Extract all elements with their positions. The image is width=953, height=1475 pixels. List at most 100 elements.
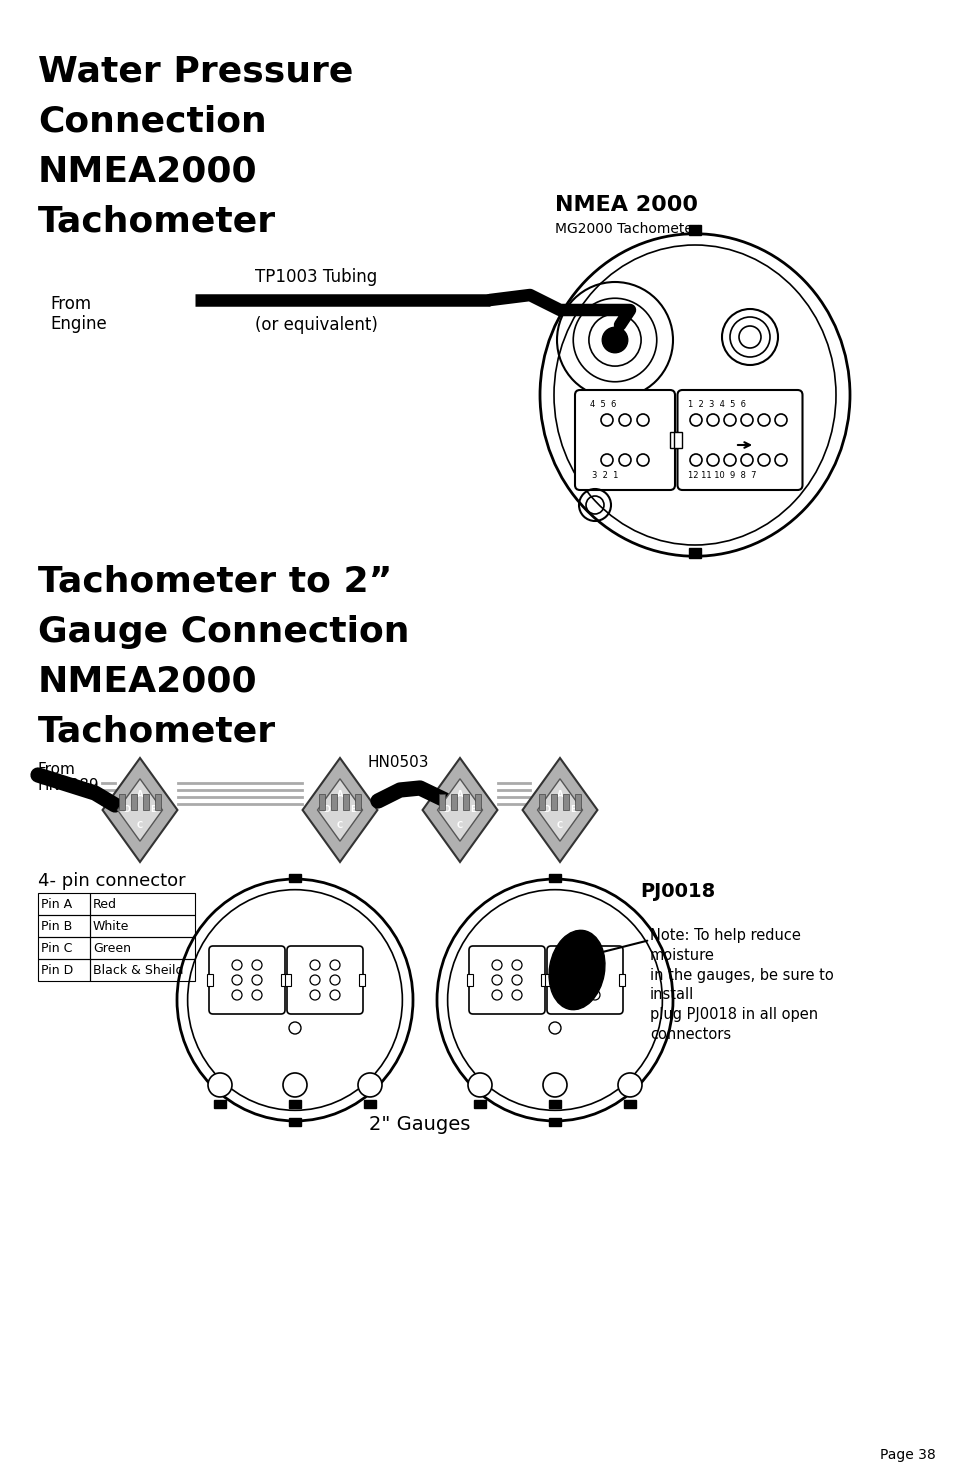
Text: C: C (456, 822, 462, 830)
Text: Tachometer: Tachometer (38, 205, 275, 239)
Text: Pin C: Pin C (41, 941, 72, 954)
Text: Tachometer to 2”: Tachometer to 2” (38, 565, 392, 599)
Text: Black & Sheild: Black & Sheild (92, 963, 183, 976)
Text: White: White (92, 919, 130, 932)
Text: Water Pressure: Water Pressure (38, 55, 353, 88)
Bar (318, 794, 325, 810)
Polygon shape (103, 758, 177, 861)
Bar (38, 914, 90, 937)
Text: Note: To help reduce
moisture
in the gauges, be sure to
install
plug PJ0018 in a: Note: To help reduce moisture in the gau… (649, 928, 833, 1041)
Bar (623, 1100, 636, 1108)
Text: C: C (557, 822, 562, 830)
Circle shape (618, 1072, 641, 1097)
Bar (207, 974, 213, 985)
Bar (154, 794, 161, 810)
Text: NMEA2000: NMEA2000 (38, 155, 257, 189)
Text: Page 38: Page 38 (879, 1448, 935, 1462)
Text: B: B (469, 805, 476, 814)
Circle shape (357, 1072, 381, 1097)
Text: 4- pin connector: 4- pin connector (38, 872, 186, 889)
Text: Tachometer: Tachometer (38, 715, 275, 749)
Text: C: C (336, 822, 343, 830)
Bar (540, 974, 546, 985)
Bar (544, 974, 551, 985)
Text: HN0503: HN0503 (368, 755, 429, 770)
Bar (618, 974, 624, 985)
FancyBboxPatch shape (677, 389, 801, 490)
Bar (289, 1118, 301, 1125)
Bar (548, 1100, 560, 1108)
Text: 12 11 10  9  8  7: 12 11 10 9 8 7 (687, 471, 756, 479)
Bar (551, 794, 557, 810)
Circle shape (468, 1072, 492, 1097)
Text: 3  2  1: 3 2 1 (592, 471, 618, 479)
Bar (90, 959, 194, 981)
Bar (213, 1100, 226, 1108)
Bar (548, 1118, 560, 1125)
Bar (538, 794, 544, 810)
Text: B: B (150, 805, 156, 814)
Text: (or equivalent): (or equivalent) (254, 316, 377, 333)
Text: 2" Gauges: 2" Gauges (369, 1115, 470, 1134)
Bar (90, 937, 194, 959)
Bar (575, 794, 580, 810)
Polygon shape (537, 779, 582, 841)
Bar (119, 794, 125, 810)
Circle shape (601, 327, 627, 353)
Text: A: A (136, 791, 143, 799)
Bar (90, 914, 194, 937)
Text: MG2000 Tachometer: MG2000 Tachometer (555, 223, 698, 236)
Text: Connection: Connection (38, 105, 267, 139)
Text: D: D (123, 805, 131, 814)
Bar (451, 794, 456, 810)
Bar (474, 1100, 485, 1108)
Ellipse shape (436, 879, 672, 1121)
Bar (281, 974, 287, 985)
Bar (355, 794, 360, 810)
Bar (669, 432, 678, 448)
Ellipse shape (177, 879, 413, 1121)
Polygon shape (422, 758, 497, 861)
Text: NMEA 2000: NMEA 2000 (555, 195, 698, 215)
Bar (475, 794, 480, 810)
Ellipse shape (539, 233, 849, 556)
Text: D: D (543, 805, 550, 814)
Bar (688, 224, 700, 235)
Text: B: B (569, 805, 576, 814)
Bar (38, 937, 90, 959)
Text: D: D (443, 805, 450, 814)
Bar (358, 974, 365, 985)
Bar (289, 875, 301, 882)
Bar (38, 892, 90, 914)
Bar (90, 892, 194, 914)
Text: B: B (350, 805, 355, 814)
Text: TP1003 Tubing: TP1003 Tubing (254, 268, 376, 286)
FancyBboxPatch shape (469, 945, 544, 1013)
FancyBboxPatch shape (287, 945, 363, 1013)
Polygon shape (437, 779, 482, 841)
Circle shape (283, 1072, 307, 1097)
Text: 1  2  3  4  5  6: 1 2 3 4 5 6 (687, 400, 745, 409)
Bar (143, 794, 149, 810)
Text: A: A (336, 791, 343, 799)
Bar (289, 1100, 301, 1108)
FancyBboxPatch shape (546, 945, 622, 1013)
Text: C: C (137, 822, 143, 830)
Bar (38, 959, 90, 981)
Text: Red: Red (92, 897, 117, 910)
Bar (688, 549, 700, 558)
Polygon shape (117, 779, 162, 841)
Polygon shape (317, 779, 362, 841)
Polygon shape (302, 758, 377, 861)
Text: 4  5  6: 4 5 6 (589, 400, 616, 409)
Bar (438, 794, 444, 810)
Text: A: A (557, 791, 562, 799)
Circle shape (208, 1072, 232, 1097)
Ellipse shape (549, 931, 604, 1010)
Text: PJ0018: PJ0018 (639, 882, 715, 901)
Text: Pin A: Pin A (41, 897, 72, 910)
Text: Pin D: Pin D (41, 963, 73, 976)
Bar (285, 974, 291, 985)
Text: Pin B: Pin B (41, 919, 72, 932)
Bar (343, 794, 349, 810)
